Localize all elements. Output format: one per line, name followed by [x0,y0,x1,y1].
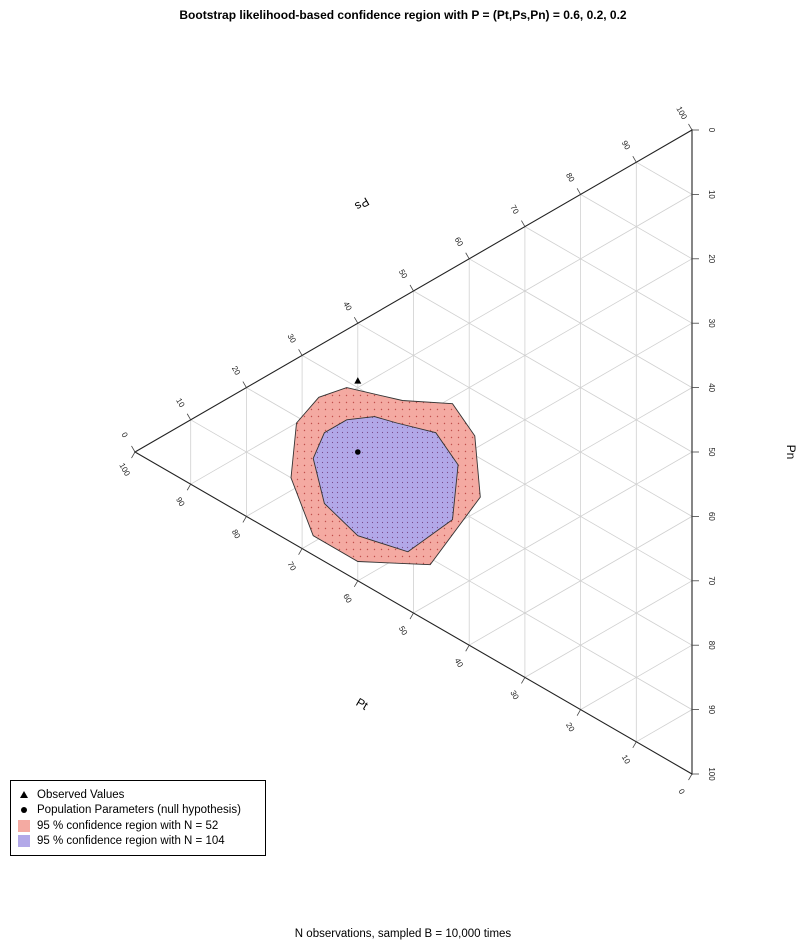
data-points [354,377,362,455]
tick-mark [632,741,637,749]
tick-mark [298,548,303,555]
legend-item-region-52: 95 % confidence region with N = 52 [17,818,259,834]
axis-label-ps: Ps [352,194,371,213]
tick-mark [409,284,414,292]
confidence-region-n104 [312,416,459,553]
tick-label-ps: 10 [174,397,187,410]
legend-item-region-104: 95 % confidence region with N = 104 [17,834,259,850]
tick-mark [242,381,247,388]
observed-value-marker [354,377,362,384]
tick-mark [353,580,359,588]
tick-mark [298,349,303,356]
grid-line [524,226,693,324]
tick-label-pn: 30 [707,319,716,328]
tick-label-pt: 60 [341,592,354,605]
tick-label-ps: 30 [286,332,299,345]
legend: Observed Values Population Parameters (n… [10,780,266,856]
tick-label-pt: 100 [117,462,132,479]
tick-mark [521,220,526,227]
axis-label-pn: Pn [784,445,798,460]
tick-label-pn: 20 [707,254,716,263]
tick-label-pt: 70 [286,560,299,573]
tick-label-pt: 10 [620,753,633,766]
grid-line [413,451,693,614]
tick-label-ps: 80 [564,171,577,184]
confidence-regions [290,387,481,566]
tick-label-pn: 0 [707,128,716,133]
grid-line [468,258,693,388]
grid-line [580,644,693,710]
swatch-icon [17,819,31,832]
tick-mark [409,612,414,620]
tick-label-pn: 70 [707,576,716,585]
tick-label-ps: 20 [230,364,243,377]
tick-label-ps: 100 [674,105,689,122]
tick-label-pt: 20 [564,721,577,734]
tick-label-pn: 60 [707,512,716,521]
grid-line [580,194,693,260]
tick-mark [131,451,136,459]
grid-line [636,161,693,195]
tick-label-pn: 40 [707,383,716,392]
tick-mark [521,677,526,684]
tick-label-pt: 90 [174,496,187,509]
grid-line [636,709,693,743]
chart-title: Bootstrap likelihood-based confidence re… [179,8,627,22]
swatch-icon [17,835,31,848]
tick-label-ps: 60 [453,236,466,249]
grid-line [468,516,693,646]
tick-mark [242,516,247,523]
tick-label-pn: 90 [707,705,716,714]
tick-mark [353,316,359,324]
tick-mark [186,484,192,491]
tick-label-pt: 40 [453,657,466,670]
grid-line [524,580,693,678]
tick-mark [576,188,581,195]
tick-label-pn: 10 [707,190,716,199]
tick-mark [632,155,637,163]
tick-label-ps: 90 [620,139,633,152]
axis-label-pt: Pt [354,695,371,713]
tick-label-ps: 50 [397,268,410,281]
triangle-marker-icon [17,791,31,799]
x-axis-label: N observations, sampled B = 10,000 times [294,928,512,940]
tick-label-ps: 70 [508,203,521,216]
tick-label-pn: 100 [707,767,716,781]
dot-marker-icon [17,807,31,814]
legend-item-population: Population Parameters (null hypothesis) [17,803,259,819]
tick-label-pt: 30 [508,689,521,702]
legend-label: 95 % confidence region with N = 104 [37,835,225,848]
legend-label: Population Parameters (null hypothesis) [37,804,241,817]
grid-line [190,419,693,710]
tick-label-pn: 50 [707,448,716,457]
tick-label-pt: 80 [230,528,243,541]
tick-label-pn: 80 [707,641,716,650]
legend-item-observed: Observed Values [17,787,259,803]
tick-mark [131,445,136,453]
tick-label-pt: 0 [677,787,687,796]
tick-mark [465,252,470,259]
tick-mark [576,709,581,716]
legend-label: Observed Values [37,788,125,801]
tick-mark [465,645,470,652]
tick-label-ps: 0 [120,431,130,440]
population-parameter-marker [355,449,361,455]
grid-line [190,194,693,485]
tick-label-ps: 40 [341,300,354,313]
legend-label: 95 % confidence region with N = 52 [37,819,219,832]
tick-mark [688,123,693,131]
tick-mark [688,773,693,781]
tick-mark [186,413,192,420]
tick-label-pt: 50 [397,624,410,637]
grid-line [413,290,693,453]
